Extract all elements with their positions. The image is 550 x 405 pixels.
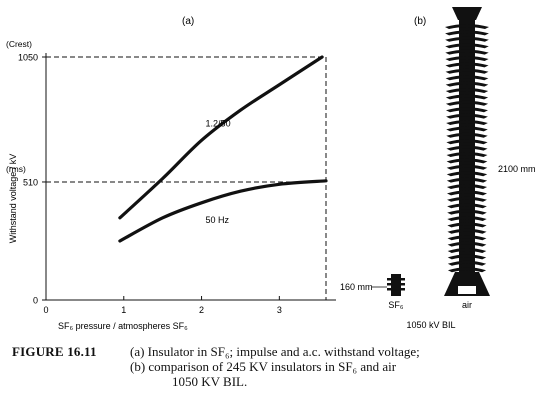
air-insulator-base-slot — [458, 286, 476, 294]
y-unit-label: (rms) — [6, 164, 26, 174]
air-insulator-shed — [445, 56, 489, 61]
air-height-label: 2100 mm — [498, 164, 536, 174]
series-line — [118, 55, 324, 220]
air-insulator-shed — [445, 49, 489, 55]
air-insulator — [444, 7, 490, 296]
air-insulator-shed — [446, 158, 488, 164]
air-insulator-shed — [445, 30, 489, 36]
air-insulator-shed — [446, 171, 488, 177]
air-insulator-shed — [447, 241, 487, 247]
sf6-insulator — [372, 274, 405, 296]
x-tick-label: 2 — [199, 305, 204, 315]
air-insulator-shed — [447, 196, 487, 202]
panel-b-bottom-label: 1050 kV BIL — [406, 320, 455, 330]
figure-caption: FIGURE 16.11 (a) Insulator in SF₆; impul… — [12, 344, 542, 389]
air-insulator-shed — [445, 100, 489, 106]
air-insulator-shed — [446, 126, 488, 132]
air-insulator-shed — [445, 107, 489, 113]
air-insulator-shed — [447, 216, 487, 221]
figure-canvas: (a) 0 510 1050 (Crest) (rms) 0 1 2 3 1.2/50 50 H… — [6, 7, 536, 331]
caption-line-2: (b) comparison of 245 KV insulators in S… — [130, 359, 397, 374]
y-tick-label: 510 — [23, 177, 38, 187]
panel-b-label: (b) — [414, 16, 426, 27]
air-insulator-shed — [447, 228, 487, 234]
air-insulator-shed — [446, 184, 488, 189]
x-tick-label: 0 — [43, 305, 48, 315]
air-insulator-shed — [445, 43, 489, 49]
air-insulator-base — [444, 272, 490, 296]
x-axis-title: SF₆ pressure / atmospheres SF₆ — [58, 321, 188, 331]
air-insulator-shed — [445, 68, 489, 74]
air-insulator-shed — [445, 62, 489, 68]
panel-b-diagram: (b) 2100 mm 160 mm SF₆ air 1050 kV BIL — [340, 7, 536, 330]
panel-a-chart: (a) 0 510 1050 (Crest) (rms) 0 1 2 3 1.2/50 50 H… — [6, 16, 336, 331]
series-label: 1.2/50 — [206, 118, 231, 128]
series-line — [118, 179, 328, 243]
caption-figure-number: FIGURE 16.11 — [12, 344, 97, 359]
air-item-label: air — [462, 300, 472, 310]
y-tick-label: 0 — [33, 296, 38, 306]
air-insulator-shed — [447, 209, 487, 215]
air-insulator-shed — [447, 260, 487, 266]
sf6-insulator-shed — [387, 288, 405, 291]
air-insulator-shed — [446, 145, 488, 151]
sf6-insulator-shed — [387, 283, 405, 286]
x-tick-label: 3 — [277, 305, 282, 315]
air-insulator-shed — [447, 203, 487, 209]
caption-line-1: (a) Insulator in SF₆; impulse and a.c. w… — [130, 344, 420, 359]
air-insulator-shed — [446, 120, 488, 125]
air-insulator-shed — [445, 75, 489, 81]
sf6-insulator-shed — [387, 278, 405, 281]
air-insulator-shed — [447, 254, 487, 260]
caption-line-3: 1050 KV BIL. — [172, 374, 248, 389]
air-insulator-shed — [447, 235, 487, 241]
air-insulator-shed — [445, 24, 489, 29]
air-insulator-shed — [446, 190, 488, 196]
air-insulator-shed — [446, 164, 488, 170]
air-insulator-shed — [446, 177, 488, 183]
air-insulator-shed — [446, 113, 488, 119]
x-tick-label: 1 — [121, 305, 126, 315]
air-insulator-shed — [445, 94, 489, 100]
air-insulator-shed — [445, 36, 489, 42]
sf6-item-label: SF₆ — [388, 300, 404, 310]
air-insulator-shed — [446, 152, 488, 157]
air-insulator-shed — [445, 88, 489, 93]
panel-a-label: (a) — [182, 16, 194, 27]
y-tick-label: 1050 — [18, 53, 38, 63]
y-axis-title: Withstand voltage / kV — [8, 154, 18, 244]
air-insulator-shed — [446, 132, 488, 138]
sf6-height-label: 160 mm — [340, 282, 373, 292]
air-insulator-top-cap — [452, 7, 482, 20]
air-insulator-shed — [447, 222, 487, 228]
series-label: 50 Hz — [206, 215, 230, 225]
air-insulator-shed — [447, 267, 487, 273]
air-insulator-shed — [445, 81, 489, 87]
air-insulator-shed — [447, 248, 487, 253]
y-unit-label: (Crest) — [6, 39, 32, 49]
air-insulator-shed — [446, 139, 488, 145]
